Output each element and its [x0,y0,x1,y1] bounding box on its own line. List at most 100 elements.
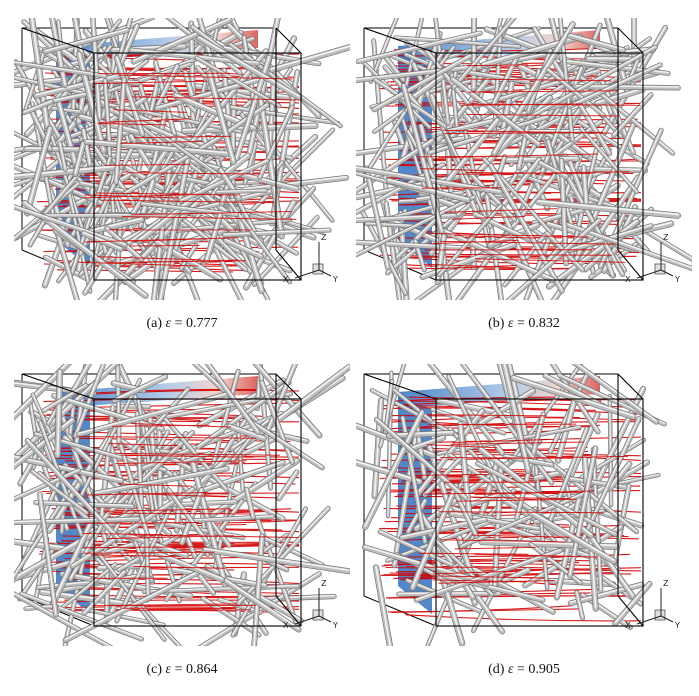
fiber [385,177,471,203]
fiber [451,18,518,90]
streamline [117,74,293,80]
caption-value: 0.864 [185,662,218,677]
axis-label-z: Z [321,579,327,588]
fiber [244,486,256,520]
caption-relation: = [174,662,183,677]
streamline [428,423,577,426]
fiber [256,89,285,240]
streamline [443,129,612,134]
fibers [14,364,350,646]
caption-symbol: ε [165,662,172,677]
axis-label-x: X [283,621,289,630]
fiber [362,409,426,531]
fiber [76,391,231,438]
caption-value: 0.777 [185,316,218,331]
streamline [43,524,300,533]
streamline [91,554,181,558]
fiber [37,491,59,618]
streamline [97,256,202,261]
fiber [14,541,138,582]
streamline [454,235,537,239]
streamline [463,78,612,82]
fiber [492,89,618,154]
fiber [14,417,76,470]
streamline [420,473,489,476]
streamline [426,444,497,449]
fiber [115,364,122,450]
streamline [460,254,613,256]
fiber [142,135,178,186]
fiber [373,416,469,501]
fiber [413,438,543,532]
caption-relation: = [516,662,525,677]
streamline [452,439,549,443]
streamline [120,140,202,144]
streamline [450,441,584,445]
fiber [57,140,68,173]
caption-relation: = [516,316,525,331]
caption-b: (b) ε = 0.832 [356,316,692,332]
fiber [184,514,275,524]
streamline [471,534,570,538]
streamline [84,238,206,243]
fiber [215,188,268,195]
streamline [133,609,251,611]
streamline [423,263,516,268]
fiber-render-c: Z X Y [14,364,350,646]
fiber [73,364,106,439]
fiber [459,489,590,549]
fiber [259,534,325,568]
fiber [14,204,128,248]
streamline [472,496,571,500]
streamline [92,80,208,84]
streamline [78,261,199,267]
fiber [566,62,663,110]
streamline [133,135,231,139]
streamline [108,443,179,447]
streamline [83,193,208,199]
fiber [394,213,442,260]
fiber [210,102,270,145]
fiber [228,42,343,129]
fiber [527,509,618,565]
streamline [130,211,292,216]
caption-label: (c) [146,662,163,677]
fiber [178,242,199,271]
fiber [14,75,97,98]
streamline [431,264,517,270]
caption-d: (d) ε = 0.905 [356,662,692,678]
fiber [14,364,73,421]
axis-label-x: X [283,275,289,284]
streamline [103,508,231,512]
fiber [477,387,537,427]
fiber [244,112,335,223]
streamline [129,172,261,175]
caption-label: (a) [146,316,163,331]
fiber [276,469,300,502]
fiber [221,227,332,238]
fiber [413,547,563,603]
fiber [157,151,192,300]
fiber [14,60,108,79]
box-front-edges [21,373,302,627]
axis-label-y: Y [674,621,680,630]
fiber [574,590,586,621]
fiber [105,102,243,134]
streamline [439,457,573,459]
fiber [502,162,566,239]
fiber [545,67,607,118]
streamline [405,614,642,622]
fiber [194,55,282,109]
fiber [14,538,101,557]
streamline [84,522,200,524]
fiber [24,125,54,217]
panel-b: Z X Y [356,18,692,300]
streamline [82,533,164,536]
streamline [119,453,281,456]
streamline [101,199,275,204]
streamline [438,153,598,159]
fiber [165,487,210,545]
fiber [222,237,264,260]
streamline [122,454,254,458]
streamline [106,535,235,540]
